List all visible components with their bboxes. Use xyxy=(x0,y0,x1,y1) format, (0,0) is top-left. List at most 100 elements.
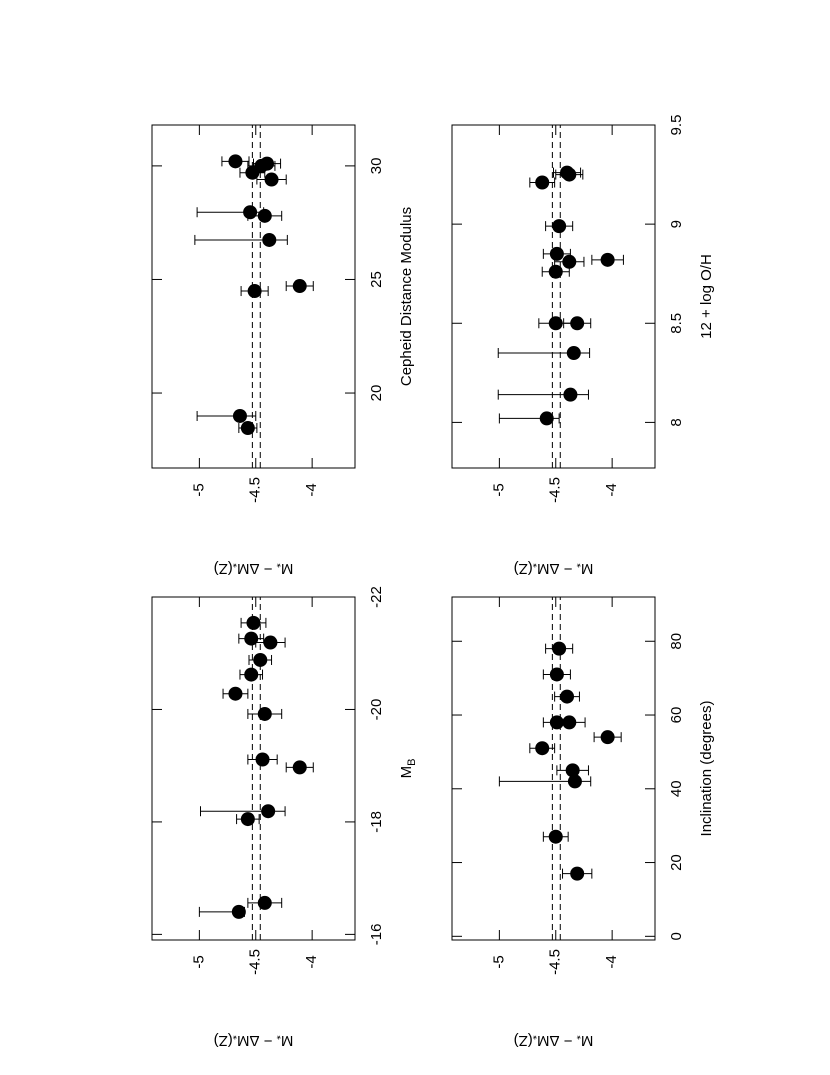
data-point xyxy=(247,284,262,299)
y-tick-label: -5 xyxy=(490,955,507,968)
data-point xyxy=(549,667,564,682)
x-tick-label: 80 xyxy=(668,633,685,650)
x-axis-label: Cepheid Distance Modulus xyxy=(398,207,415,386)
data-point xyxy=(535,175,550,190)
data-point xyxy=(548,316,563,331)
y-axis-label: M* − ΔM*(Z) xyxy=(514,1029,594,1049)
data-point xyxy=(566,346,581,361)
y-axis-label-part: − ΔM xyxy=(237,560,277,577)
data-point xyxy=(244,667,259,682)
plot-frame xyxy=(451,596,656,941)
x-tick-label: 20 xyxy=(368,385,385,402)
data-point xyxy=(231,904,246,919)
data-point xyxy=(539,411,554,426)
data-point xyxy=(560,165,575,180)
x-axis-label-part: Cepheid Distance Modulus xyxy=(398,207,415,386)
y-axis-label-part: * xyxy=(276,557,281,569)
y-axis-label: M* − ΔM*(Z) xyxy=(514,557,594,577)
x-axis-label: 12 + log O/H xyxy=(698,254,715,339)
data-point xyxy=(261,804,276,819)
y-axis-label-part: * xyxy=(232,1029,237,1041)
x-tick-label: 25 xyxy=(368,271,385,288)
data-point xyxy=(228,154,243,169)
data-point xyxy=(549,715,564,730)
y-axis-label-part: (Z) xyxy=(214,560,233,577)
data-point xyxy=(560,689,575,704)
x-tick-label: 8.5 xyxy=(668,313,685,334)
data-point xyxy=(549,246,564,261)
y-axis-label: M* − ΔM*(Z) xyxy=(214,557,294,577)
x-axis-label-part: Inclination (degrees) xyxy=(698,701,715,837)
x-tick-label: 30 xyxy=(368,158,385,175)
x-axis-label-part: M xyxy=(398,766,415,779)
x-tick-label: 9 xyxy=(668,220,685,228)
data-point xyxy=(263,635,278,650)
x-tick-label: 9.5 xyxy=(668,115,685,136)
plot-frame xyxy=(451,124,656,469)
data-point xyxy=(562,254,577,269)
y-tick-label: -4 xyxy=(303,483,320,496)
y-tick-label: -5 xyxy=(190,955,207,968)
panel: 20 25 30 -5 -4.5 -4 Cepheid Distance Modulus M*… xyxy=(151,124,415,577)
y-tick-label: -4.5 xyxy=(547,477,564,503)
x-tick-label: -20 xyxy=(368,699,385,721)
data-point xyxy=(254,158,269,173)
y-tick-label: -4.5 xyxy=(247,477,264,503)
data-point xyxy=(570,866,585,881)
y-tick-label: -5 xyxy=(190,483,207,496)
y-axis-label-part: (Z) xyxy=(514,1032,533,1049)
data-point xyxy=(565,763,580,778)
data-point xyxy=(253,652,268,667)
data-point xyxy=(552,641,567,656)
x-axis-label: Inclination (degrees) xyxy=(698,701,715,837)
x-tick-label: -22 xyxy=(368,586,385,608)
data-point xyxy=(257,208,272,223)
data-point xyxy=(600,252,615,267)
y-axis-label-part: M xyxy=(281,560,294,577)
y-tick-label: -4 xyxy=(603,483,620,496)
data-point xyxy=(552,219,567,234)
x-tick-label: 0 xyxy=(668,932,685,940)
y-tick-label: -4 xyxy=(603,955,620,968)
y-tick-label: -5 xyxy=(490,483,507,496)
data-point xyxy=(535,741,550,756)
panel: 88.599.5-5 -4.5 -412 + log O/HM* − ΔM*(Z) xyxy=(451,115,715,577)
y-axis-label-part: (Z) xyxy=(514,560,533,577)
data-point xyxy=(600,730,615,745)
x-axis-label-part: B xyxy=(406,759,418,766)
data-point xyxy=(246,615,261,630)
y-tick-label: -4.5 xyxy=(547,949,564,975)
data-point xyxy=(264,172,279,187)
y-axis-label: M* − ΔM*(Z) xyxy=(214,1029,294,1049)
data-point xyxy=(228,686,243,701)
y-axis-label-part: − ΔM xyxy=(537,1032,577,1049)
x-axis-label-part: 12 + log O/H xyxy=(698,254,715,339)
data-point xyxy=(257,706,272,721)
x-axis-label: MB xyxy=(398,759,418,779)
data-point xyxy=(292,279,307,294)
y-axis-label-part: − ΔM xyxy=(237,1032,277,1049)
y-axis-label-part: (Z) xyxy=(214,1032,233,1049)
data-point xyxy=(257,895,272,910)
y-axis-label-part: M xyxy=(581,1032,594,1049)
data-point xyxy=(240,421,255,436)
plot-frame xyxy=(151,596,356,941)
y-axis-label-part: * xyxy=(576,1029,581,1041)
x-tick-label: 20 xyxy=(668,854,685,871)
y-axis-label-part: * xyxy=(576,557,581,569)
y-tick-label: -4 xyxy=(303,955,320,968)
x-tick-label: -16 xyxy=(368,924,385,946)
data-point xyxy=(567,774,582,789)
data-point xyxy=(292,760,307,775)
data-point xyxy=(548,264,563,279)
x-tick-label: 60 xyxy=(668,707,685,724)
data-point xyxy=(255,752,270,767)
y-axis-label-part: M xyxy=(581,560,594,577)
data-point xyxy=(240,812,255,827)
y-axis-label-part: * xyxy=(532,557,537,569)
data-point xyxy=(548,829,563,844)
y-axis-label-part: * xyxy=(532,1029,537,1041)
